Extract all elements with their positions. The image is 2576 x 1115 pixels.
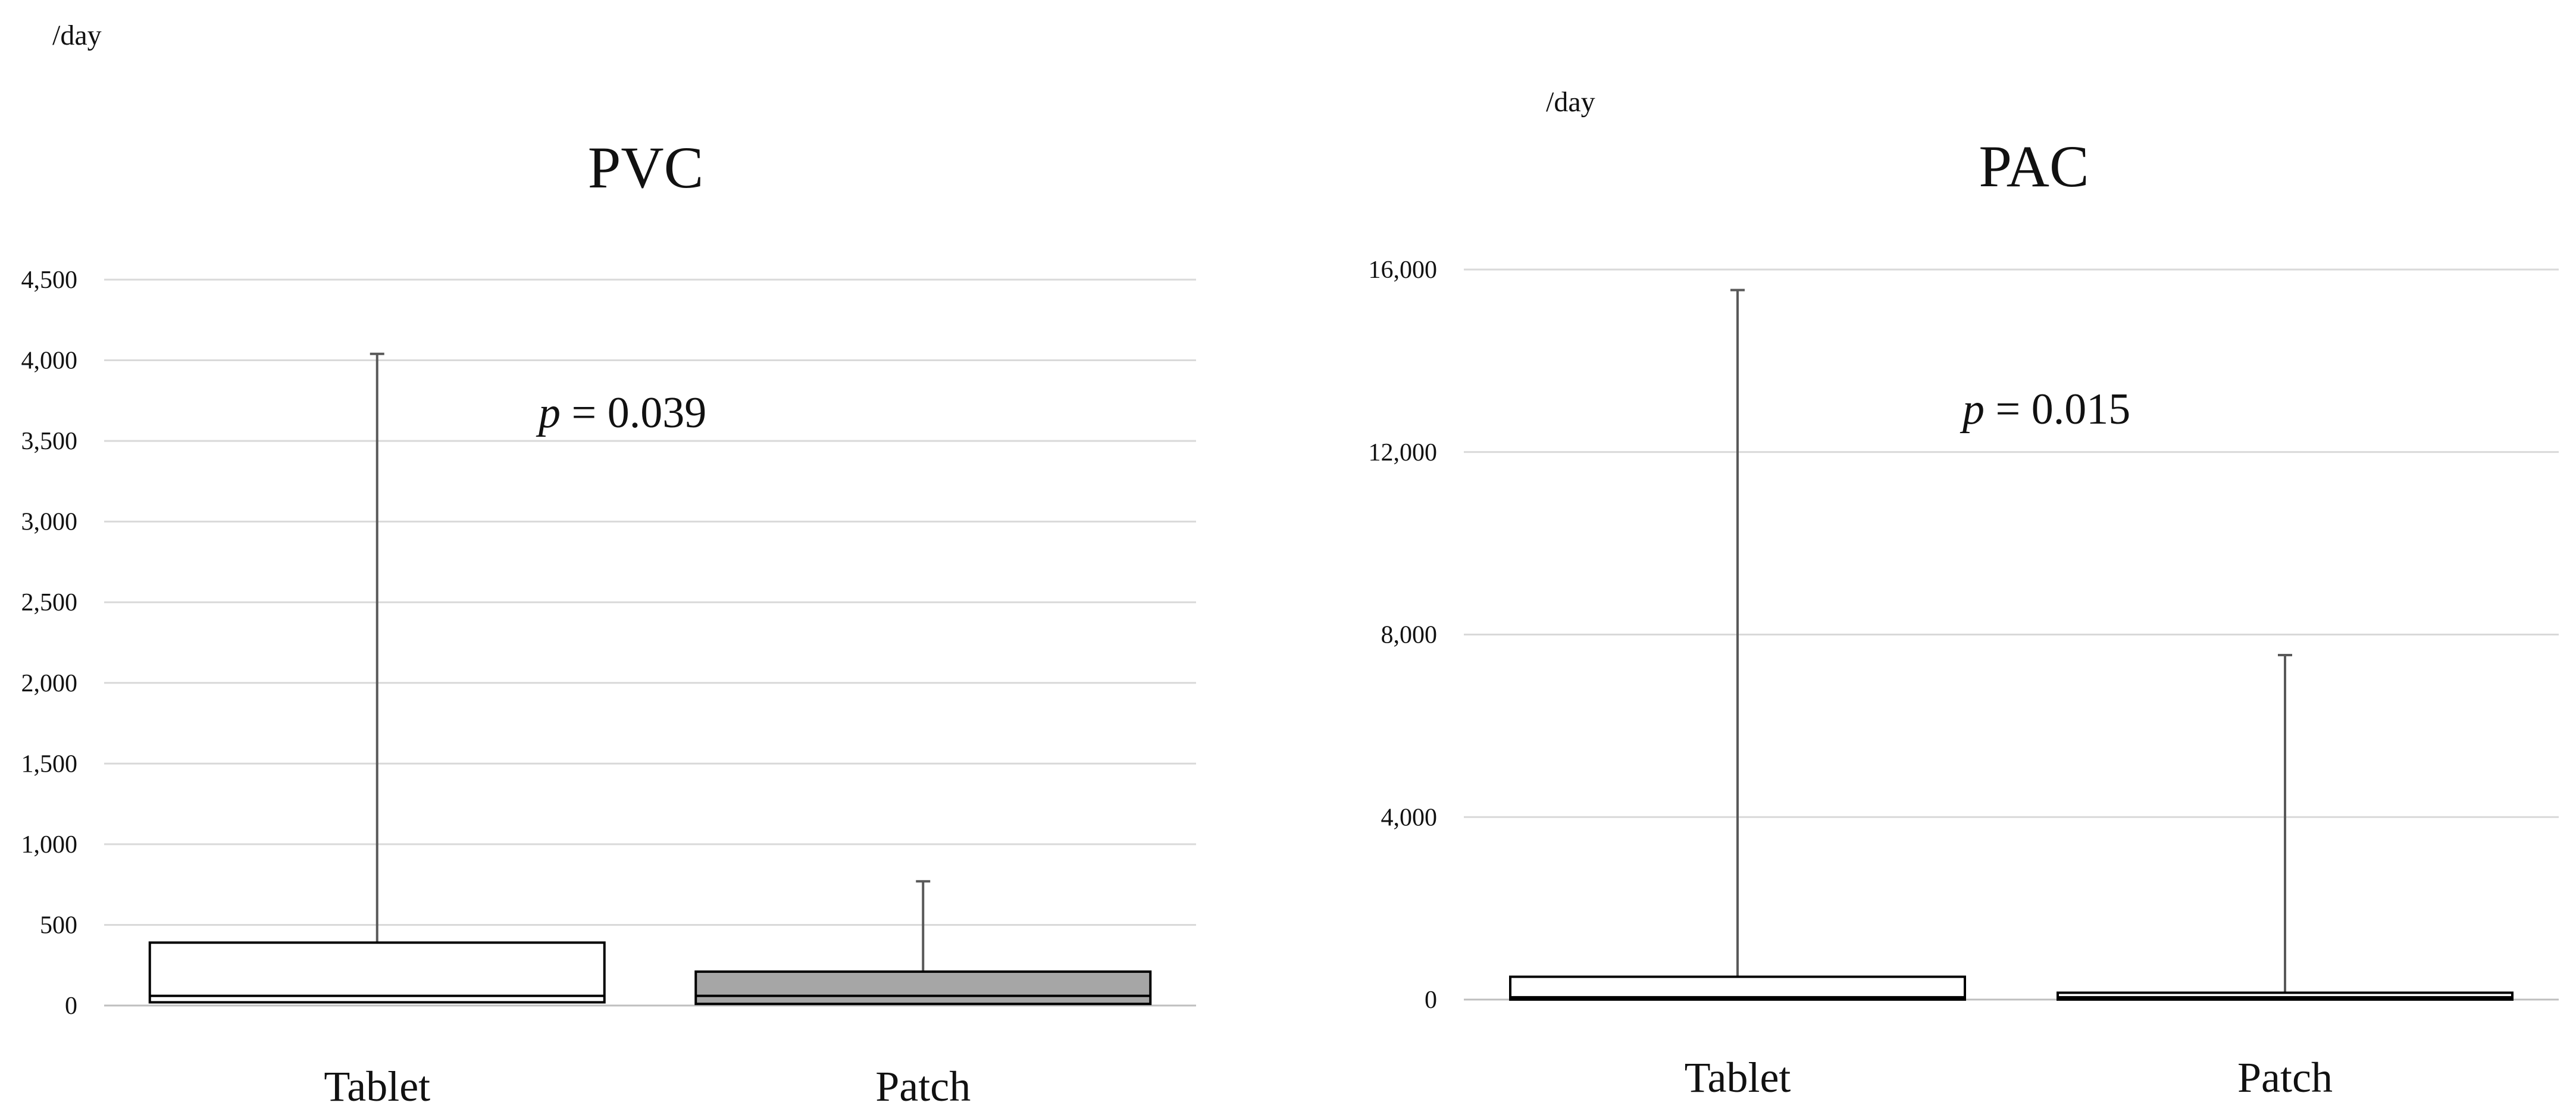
y-tick-label: 0 — [1425, 986, 1437, 1014]
y-tick-label: 1,500 — [21, 750, 78, 778]
iqr-box — [1509, 975, 1966, 1001]
y-tick-label: 2,500 — [21, 589, 78, 616]
iqr-box — [694, 970, 1152, 1006]
y-tick-label: 1,000 — [21, 831, 78, 859]
y-tick-label: 8,000 — [1381, 622, 1438, 649]
y-unit-label: /day — [1546, 86, 1595, 118]
y-tick-label: 2,000 — [21, 670, 78, 697]
y-tick-label: 3,000 — [21, 509, 78, 536]
y-tick-label: 0 — [65, 992, 77, 1020]
chart-panel-pvc: /day PVC 0 500 1,000 1,500 2,000 2,500 3,000 3,50… — [21, 20, 1196, 1110]
x-category-label: Patch — [2237, 1054, 2333, 1101]
p-value-text: = 0.015 — [1985, 385, 2130, 434]
y-tick-label: 4,500 — [21, 267, 78, 294]
box-tablet — [148, 352, 606, 1004]
y-tick-label: 4,000 — [1381, 804, 1438, 831]
box-patch — [2057, 654, 2514, 1001]
p-value-text: = 0.039 — [561, 389, 706, 437]
box-tablet — [1509, 289, 1966, 1001]
chart-panel-pac: /day PAC 0 4,000 8,000 12,000 16,000 Tablet Patc… — [1369, 86, 2559, 1101]
y-tick-label: 3,500 — [21, 428, 78, 455]
y-tick-label: 16,000 — [1369, 256, 1438, 284]
chart-title: PAC — [1979, 133, 2089, 199]
p-value-symbol: p — [1960, 385, 1985, 434]
p-value-annotation: p = 0.039 — [536, 389, 706, 437]
x-category-label: Tablet — [324, 1063, 430, 1110]
y-unit-label: /day — [52, 20, 102, 51]
iqr-box — [148, 941, 606, 1004]
y-tick-label: 4,000 — [21, 347, 78, 375]
y-tick-label: 500 — [40, 912, 77, 939]
chart-title: PVC — [588, 134, 704, 201]
y-tick-label: 12,000 — [1369, 439, 1438, 466]
box-patch — [694, 880, 1152, 1006]
p-value-symbol: p — [536, 389, 561, 437]
p-value-annotation: p = 0.015 — [1960, 385, 2130, 434]
x-category-label: Patch — [875, 1063, 971, 1110]
x-category-label: Tablet — [1685, 1054, 1791, 1101]
